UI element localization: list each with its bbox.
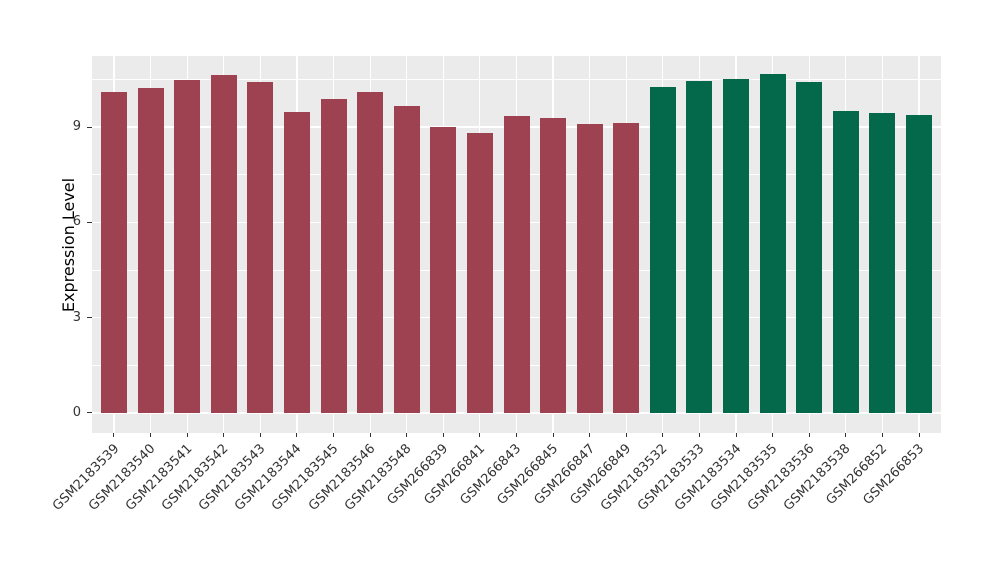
- y-tick-label: 0: [72, 404, 81, 420]
- bar: [210, 74, 237, 413]
- bar: [393, 105, 420, 413]
- bar: [320, 99, 347, 413]
- x-tick-mark: [552, 433, 554, 437]
- gridline-minor: [92, 79, 941, 81]
- bar: [869, 113, 896, 413]
- bar: [576, 124, 603, 413]
- bar: [357, 92, 384, 413]
- bar: [686, 80, 713, 413]
- x-tick-mark: [406, 433, 408, 437]
- bar: [540, 117, 567, 413]
- plot-panel: [92, 56, 941, 433]
- x-tick-mark: [442, 433, 444, 437]
- bar: [759, 74, 786, 413]
- bar: [247, 81, 274, 413]
- y-tick-label: 6: [72, 214, 81, 230]
- y-tick-mark: [87, 126, 92, 128]
- y-axis-title: Expression Level: [59, 177, 78, 312]
- x-tick-mark: [479, 433, 481, 437]
- y-tick-mark: [87, 412, 92, 414]
- x-tick-mark: [881, 433, 883, 437]
- bar: [430, 126, 457, 413]
- bar: [503, 116, 530, 413]
- gridline-major: [92, 411, 941, 414]
- x-tick-mark: [516, 433, 517, 437]
- x-tick-mark: [113, 433, 115, 437]
- y-tick-mark: [87, 221, 92, 223]
- bar: [796, 81, 823, 413]
- x-tick-mark: [625, 433, 627, 437]
- x-tick-mark: [845, 433, 847, 437]
- x-tick-mark: [735, 433, 737, 437]
- bar: [832, 111, 859, 413]
- x-tick-mark: [698, 433, 700, 437]
- x-tick-mark: [662, 433, 664, 437]
- x-tick-mark: [259, 433, 261, 437]
- y-tick-label: 3: [72, 309, 81, 325]
- x-tick-mark: [223, 433, 225, 437]
- y-tick-label: 9: [72, 119, 81, 135]
- bar: [906, 114, 933, 413]
- bar: [100, 92, 127, 413]
- bar: [174, 80, 201, 413]
- x-tick-mark: [772, 433, 774, 437]
- x-tick-mark: [369, 433, 371, 437]
- x-tick-mark: [333, 433, 335, 437]
- bar: [283, 112, 310, 413]
- x-tick-mark: [150, 433, 152, 437]
- bar: [723, 79, 750, 413]
- bar: [137, 87, 164, 413]
- bar: [613, 123, 640, 413]
- bar: [649, 87, 676, 413]
- x-tick-mark: [186, 433, 188, 437]
- x-tick-mark: [918, 433, 920, 437]
- bar: [466, 133, 493, 413]
- x-tick-mark: [296, 433, 298, 437]
- x-tick-mark: [808, 433, 810, 437]
- x-tick-mark: [589, 433, 591, 437]
- y-tick-mark: [87, 317, 92, 319]
